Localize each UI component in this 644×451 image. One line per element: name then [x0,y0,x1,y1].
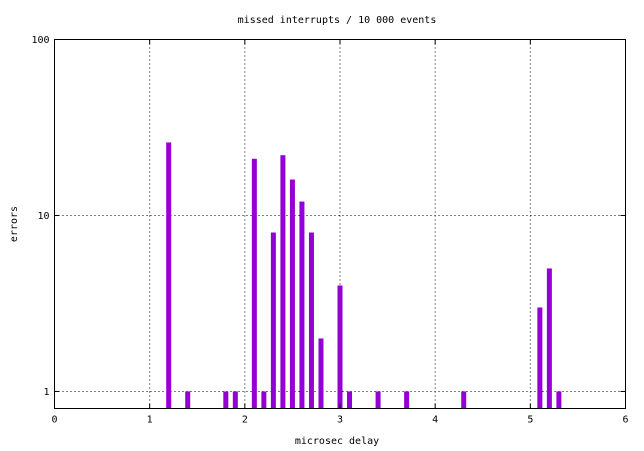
bar [337,285,343,409]
bar [546,268,552,409]
bar [318,338,324,409]
x-tick-label: 2 [242,415,248,426]
bar [308,232,314,409]
x-tick-label: 0 [51,415,57,426]
x-tick-label: 3 [337,415,343,426]
tick-layer: 0 1 2 3 4 5 6 1 10 100 [31,35,628,426]
y-tick-label: 100 [31,35,49,46]
x-axis-label: microsec delay [295,436,379,447]
bar [556,391,562,409]
bar [280,155,286,409]
bar [166,142,172,409]
bar [404,391,410,409]
bar [232,391,238,409]
y-tick-label: 10 [37,211,49,222]
bar [185,391,191,409]
x-tick-label: 1 [147,415,153,426]
y-axis-label: errors [9,206,20,242]
bar [299,201,305,409]
chart-title: missed interrupts / 10 000 events [238,15,437,26]
x-tick-label: 5 [527,415,533,426]
bar [251,158,257,409]
bar [375,391,381,409]
bar [537,307,543,409]
bar [270,232,276,409]
bar [461,391,467,409]
bar [347,391,353,409]
bar-layer [166,142,562,409]
bar [289,179,295,409]
y-tick-label: 1 [43,387,49,398]
grid-layer [54,39,626,409]
x-tick-label: 4 [432,415,438,426]
x-tick-label: 6 [622,415,628,426]
bar [261,391,267,409]
bar [223,391,229,409]
